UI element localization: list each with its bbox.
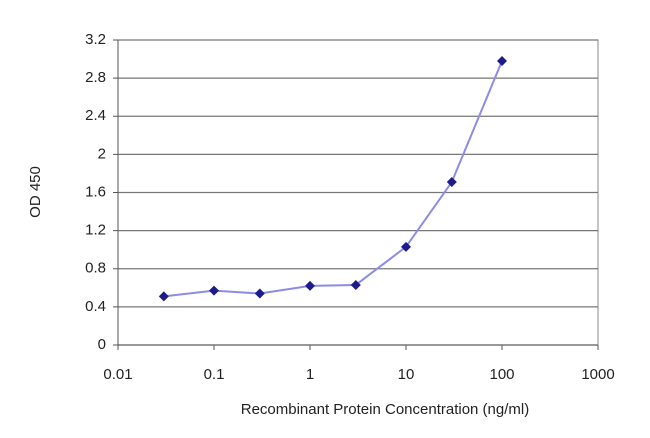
y-tick-label: 2.4: [85, 107, 106, 124]
y-tick-label: 1.2: [85, 222, 106, 239]
y-tick-label: 3.2: [85, 31, 106, 48]
x-axis-label: Recombinant Protein Concentration (ng/ml…: [241, 401, 529, 418]
data-point: [446, 177, 457, 188]
x-tick-label: 0.1: [204, 366, 225, 383]
data-point: [350, 279, 361, 290]
x-tick-label: 1: [306, 366, 314, 383]
data-point: [209, 285, 219, 296]
data-point: [305, 280, 315, 291]
y-tick-label: 0: [98, 336, 106, 353]
x-tick-label: 10: [398, 366, 415, 383]
x-tick-label: 0.01: [103, 366, 132, 383]
data-point: [158, 291, 169, 302]
y-tick-label: 1.6: [85, 183, 106, 200]
y-tick-label: 0.4: [85, 298, 106, 315]
data-point: [497, 55, 507, 66]
y-axis-label: OD 450: [27, 166, 44, 218]
x-tick-label: 1000: [581, 366, 614, 383]
y-tick-label: 2.8: [85, 69, 106, 86]
x-tick-label: 100: [489, 366, 514, 383]
y-tick-label: 2: [98, 145, 106, 162]
data-point: [401, 241, 411, 252]
data-line: [163, 60, 503, 298]
data-point: [254, 288, 265, 299]
y-tick-label: 0.8: [85, 260, 106, 277]
